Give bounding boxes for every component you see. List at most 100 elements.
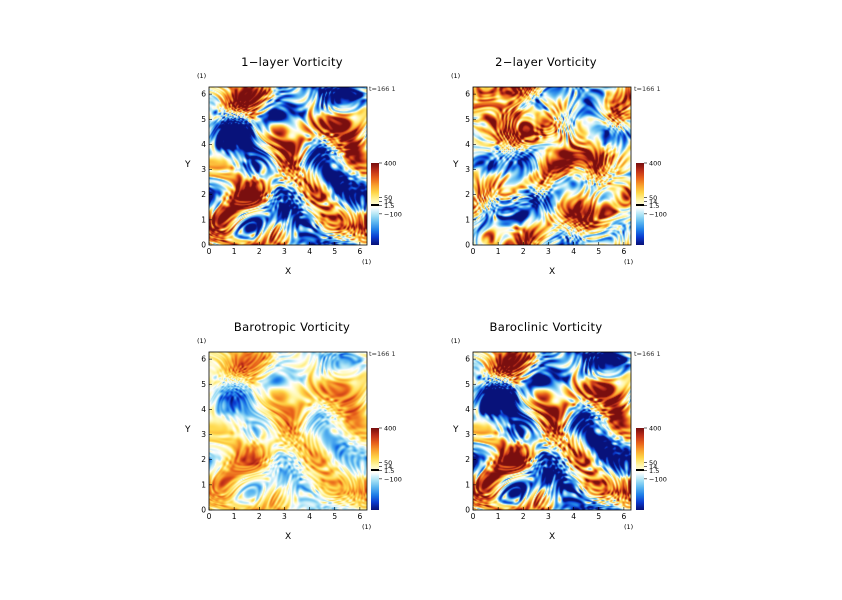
x-axis-label: X: [285, 532, 292, 542]
x-tick-label: 0: [471, 512, 476, 521]
plot-frame: [472, 86, 632, 246]
x-tick-label: 1: [496, 512, 501, 521]
y-tick-label: 2: [465, 190, 470, 199]
colorbar-tick-label: 1.5: [649, 202, 659, 210]
y-tick-label: 3: [201, 430, 206, 439]
axes: 0 1 2 3 4 5 6 0 1 2 3 4 5 6: [201, 86, 368, 256]
x-tick-label: 5: [332, 247, 337, 256]
colorbar-tick-label: −100: [384, 475, 402, 483]
y-tick-label: 0: [201, 506, 206, 515]
axes: 0 1 2 3 4 5 6 0 1 2 3 4 5 6: [201, 351, 368, 521]
y-axis-label: Y: [185, 160, 191, 170]
plot-frame: [208, 351, 368, 511]
vorticity-heatmap: [473, 352, 631, 510]
panel-title: Baroclinic Vorticity: [489, 320, 603, 334]
panel-title: 1−layer Vorticity: [241, 55, 343, 69]
x-tick-label: 3: [546, 512, 551, 521]
colorbar-tick-label: 14: [384, 198, 392, 206]
x-axis-label: X: [549, 532, 556, 542]
colorbar-tick-label: 14: [384, 463, 392, 471]
x-unit-label: (1): [624, 523, 634, 531]
y-tick-label: 0: [201, 241, 206, 250]
axes: 0 1 2 3 4 5 6 0 1 2 3 4 5 6: [465, 351, 632, 521]
colorbar-tick-label: 1.5: [649, 467, 659, 475]
x-unit-label: (1): [624, 258, 634, 266]
y-tick-label: 0: [465, 506, 470, 515]
x-tick-label: 6: [357, 247, 362, 256]
x-tick-label: 3: [282, 247, 287, 256]
x-tick-label: 6: [621, 247, 626, 256]
y-tick-label: 6: [201, 355, 206, 364]
colorbar-tick-label: 400: [384, 425, 396, 433]
colorbar-tick-label: −100: [384, 210, 402, 218]
panel-title: 2−layer Vorticity: [495, 55, 597, 69]
x-axis-label: X: [549, 267, 556, 277]
y-axis-label: Y: [453, 425, 459, 435]
x-tick-label: 5: [596, 247, 601, 256]
x-tick-label: 1: [496, 247, 501, 256]
x-unit-label: (1): [362, 523, 372, 531]
y-tick-label: 0: [465, 241, 470, 250]
vorticity-heatmap: [209, 87, 367, 245]
x-tick-label: 4: [307, 247, 312, 256]
x-tick-label: 0: [471, 247, 476, 256]
x-tick-label: 5: [332, 512, 337, 521]
y-tick-label: 6: [465, 355, 470, 364]
x-tick-label: 4: [571, 512, 576, 521]
y-tick-label: 4: [465, 140, 470, 149]
x-tick-label: 6: [357, 512, 362, 521]
vorticity-heatmap: [473, 87, 631, 245]
x-tick-label: 5: [596, 512, 601, 521]
x-tick-label: 3: [546, 247, 551, 256]
vorticity-heatmap: [209, 352, 367, 510]
time-label: t=166 1: [369, 85, 396, 93]
y-tick-label: 5: [465, 115, 470, 124]
y-tick-label: 3: [465, 430, 470, 439]
y-tick-label: 3: [201, 165, 206, 174]
y-tick-label: 2: [201, 455, 206, 464]
colorbar-tick-label: 14: [649, 463, 657, 471]
panel-1-layer-vorticity: 1−layer Vorticity (1) t=166 1 Y X (1) 0 1…: [185, 55, 617, 335]
x-tick-label: 2: [521, 512, 526, 521]
colorbar-tick-label: −100: [649, 475, 667, 483]
colorbar-tick-label: 50: [384, 459, 392, 467]
y-unit-label: (1): [451, 72, 461, 80]
y-tick-label: 5: [201, 380, 206, 389]
x-axis-label: X: [285, 267, 292, 277]
x-tick-label: 3: [282, 512, 287, 521]
y-tick-label: 4: [201, 405, 206, 414]
time-label: t=166 1: [369, 350, 396, 358]
time-label: t=166 1: [634, 85, 661, 93]
panel-2-layer-vorticity: 2−layer Vorticity (1) t=166 1 Y X (1) 0 1…: [451, 55, 842, 335]
time-label: t=166 1: [634, 350, 661, 358]
colorbar-tick-label: 400: [384, 160, 396, 168]
colorbar-tick-label: 400: [649, 425, 661, 433]
colorbar-zero-band: [636, 204, 644, 206]
y-tick-label: 3: [465, 165, 470, 174]
x-tick-label: 2: [521, 247, 526, 256]
y-unit-label: (1): [197, 72, 207, 80]
plot-frame: [472, 351, 632, 511]
panel-baroclinic-vorticity: Baroclinic Vorticity (1) t=166 1 Y X (1)…: [451, 320, 842, 600]
y-tick-label: 5: [201, 115, 206, 124]
colorbar-tick-label: 1.5: [384, 467, 394, 475]
y-tick-label: 1: [201, 480, 206, 489]
x-tick-label: 2: [257, 247, 262, 256]
y-tick-label: 6: [201, 90, 206, 99]
y-tick-label: 1: [465, 215, 470, 224]
y-axis-label: Y: [453, 160, 459, 170]
colorbar-zero-band: [636, 469, 644, 471]
colorbar-zero-band: [371, 204, 379, 206]
x-tick-label: 1: [232, 512, 237, 521]
x-tick-label: 6: [621, 512, 626, 521]
x-tick-label: 2: [257, 512, 262, 521]
y-tick-label: 2: [201, 190, 206, 199]
colorbar-tick-label: 50: [649, 459, 657, 467]
y-tick-label: 5: [465, 380, 470, 389]
plot-frame: [208, 86, 368, 246]
axes: 0 1 2 3 4 5 6 0 1 2 3 4 5 6: [465, 86, 632, 256]
